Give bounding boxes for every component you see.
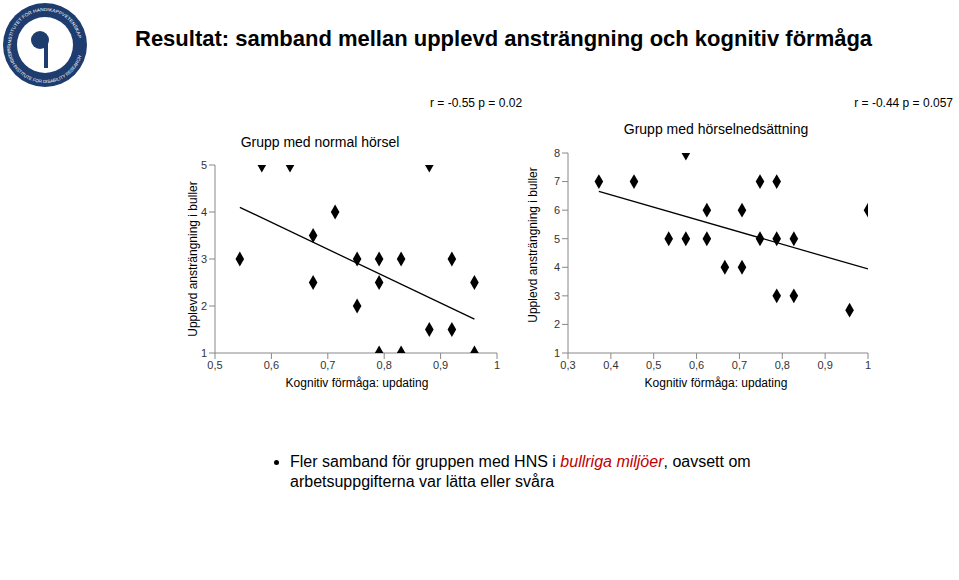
html-text:Kognitiv förmåga: updating: Kognitiv förmåga: updating — [285, 376, 429, 390]
html-text:r = -0.44 p = 0.057: r = -0.44 p = 0.057 — [854, 96, 953, 110]
svg-text:2: 2 — [201, 300, 207, 312]
svg-text:3: 3 — [554, 290, 560, 302]
svg-text:5: 5 — [201, 159, 207, 171]
svg-text:2: 2 — [554, 318, 560, 330]
svg-text:1: 1 — [554, 347, 560, 359]
svg-text:0,6: 0,6 — [689, 359, 704, 371]
svg-text:4: 4 — [201, 206, 207, 218]
html-text:Grupp med hörselnedsättning: Grupp med hörselnedsättning — [623, 121, 809, 137]
html-text:Upplevd ansträngning i buller: Upplevd ansträngning i buller — [186, 181, 200, 337]
svg-text:0,7: 0,7 — [732, 359, 747, 371]
svg-text:1: 1 — [201, 347, 207, 359]
html-text:Fler samband för gruppen med H: Fler samband för gruppen med HNS i bullr… — [290, 453, 751, 490]
svg-text:0,9: 0,9 — [817, 359, 832, 371]
svg-text:4: 4 — [554, 261, 560, 273]
svg-text:3: 3 — [201, 253, 207, 265]
svg-text:1: 1 — [865, 359, 871, 371]
svg-text:7: 7 — [554, 175, 560, 187]
svg-text:0,3: 0,3 — [560, 359, 575, 371]
html-text:Grupp med normal hörsel: Grupp med normal hörsel — [240, 134, 400, 150]
svg-text:0,4: 0,4 — [603, 359, 618, 371]
svg-text:5: 5 — [554, 233, 560, 245]
html-text:r = -0.55 p = 0.02: r = -0.55 p = 0.02 — [430, 96, 523, 110]
svg-text:0,8: 0,8 — [775, 359, 790, 371]
html-text:Kognitiv förmåga: updating: Kognitiv förmåga: updating — [644, 376, 788, 390]
svg-text:0,8: 0,8 — [377, 359, 392, 371]
html-text:Resultat: samband mellan upple: Resultat: samband mellan upplevd ansträn… — [135, 26, 873, 51]
svg-text:0,7: 0,7 — [320, 359, 335, 371]
svg-text:0,5: 0,5 — [207, 359, 222, 371]
svg-text:8: 8 — [554, 147, 560, 159]
svg-text:0,5: 0,5 — [646, 359, 661, 371]
svg-text:0,9: 0,9 — [433, 359, 448, 371]
svg-text:1: 1 — [494, 359, 500, 371]
svg-text:0,6: 0,6 — [264, 359, 279, 371]
svg-text:6: 6 — [554, 204, 560, 216]
svg-text:SWEDISH INSTITUTE FOR DISABILI: SWEDISH INSTITUTE FOR DISABILITY RESEARC… — [8, 45, 82, 84]
html-text:Upplevd ansträngning i buller: Upplevd ansträngning i buller — [526, 167, 540, 323]
svg-text:INSTITUTET FÖR HANDIKAPPVETENS: INSTITUTET FÖR HANDIKAPPVETENSKAP — [8, 7, 82, 45]
